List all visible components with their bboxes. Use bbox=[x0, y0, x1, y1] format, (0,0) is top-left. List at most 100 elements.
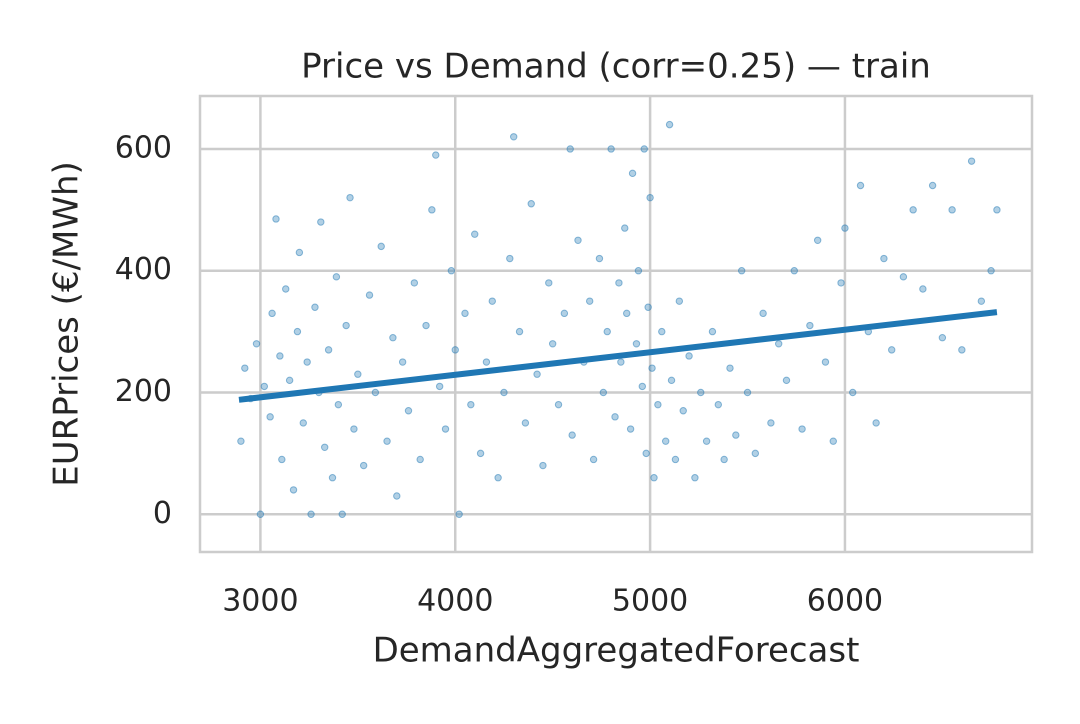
point bbox=[467, 400, 475, 409]
point bbox=[435, 382, 444, 391]
point bbox=[993, 206, 1001, 214]
point bbox=[928, 181, 937, 190]
point bbox=[256, 510, 265, 518]
point bbox=[958, 346, 966, 354]
point bbox=[317, 218, 325, 226]
point bbox=[650, 474, 658, 482]
point bbox=[510, 133, 518, 141]
point bbox=[268, 309, 276, 318]
point bbox=[603, 327, 611, 336]
point bbox=[334, 400, 343, 409]
point bbox=[634, 267, 643, 275]
point bbox=[813, 236, 822, 244]
point bbox=[545, 279, 553, 287]
point bbox=[451, 346, 459, 354]
point bbox=[354, 370, 362, 378]
point bbox=[661, 437, 670, 445]
point bbox=[311, 303, 319, 311]
chart-title: Price vs Demand (corr=0.25) — train bbox=[301, 47, 931, 87]
fit-line bbox=[238, 309, 998, 403]
point bbox=[398, 358, 407, 366]
x-tick-label: 6000 bbox=[807, 584, 883, 619]
point bbox=[521, 419, 530, 427]
point bbox=[506, 254, 514, 263]
point bbox=[751, 449, 760, 458]
point bbox=[441, 425, 450, 433]
point bbox=[607, 145, 615, 153]
point bbox=[790, 267, 798, 275]
point bbox=[324, 346, 333, 354]
point bbox=[632, 340, 641, 348]
point bbox=[691, 474, 699, 482]
point bbox=[948, 206, 956, 214]
point bbox=[383, 437, 391, 445]
point bbox=[888, 346, 896, 354]
point bbox=[482, 358, 491, 366]
point bbox=[289, 486, 298, 494]
point bbox=[548, 340, 557, 348]
y-tick-label: 400 bbox=[115, 252, 172, 287]
point bbox=[371, 388, 380, 397]
point bbox=[987, 267, 995, 275]
point bbox=[671, 455, 680, 464]
point bbox=[806, 321, 814, 330]
point bbox=[416, 455, 424, 464]
point bbox=[488, 297, 496, 305]
point bbox=[295, 248, 304, 257]
point bbox=[377, 242, 385, 251]
point bbox=[702, 437, 711, 445]
point bbox=[611, 413, 619, 421]
point bbox=[638, 382, 647, 391]
point bbox=[328, 474, 337, 482]
point bbox=[461, 309, 469, 318]
point bbox=[476, 449, 485, 458]
point bbox=[841, 224, 849, 232]
point bbox=[849, 388, 857, 397]
point bbox=[350, 425, 358, 433]
point bbox=[365, 291, 374, 299]
point bbox=[346, 193, 354, 202]
point bbox=[798, 425, 806, 433]
point bbox=[393, 492, 401, 500]
point bbox=[737, 267, 746, 275]
point bbox=[872, 419, 880, 427]
y-tick-label: 200 bbox=[115, 374, 172, 409]
point bbox=[332, 273, 341, 281]
point bbox=[422, 321, 430, 330]
point bbox=[644, 303, 652, 311]
point bbox=[642, 449, 650, 458]
point bbox=[359, 461, 368, 470]
point bbox=[856, 181, 865, 190]
point bbox=[276, 352, 284, 360]
point bbox=[568, 431, 576, 439]
point bbox=[821, 358, 830, 366]
point bbox=[654, 400, 662, 409]
point bbox=[628, 169, 637, 178]
point bbox=[685, 352, 693, 360]
point bbox=[293, 327, 302, 336]
point bbox=[623, 309, 631, 318]
point bbox=[342, 321, 350, 330]
point bbox=[919, 285, 927, 293]
point bbox=[909, 206, 917, 214]
point bbox=[621, 224, 629, 232]
point bbox=[410, 279, 419, 287]
point bbox=[759, 309, 767, 318]
point bbox=[679, 407, 687, 415]
y-axis-label: EURPrices (€/MWh) bbox=[47, 161, 87, 487]
point bbox=[714, 400, 722, 409]
marks bbox=[237, 120, 1001, 518]
point bbox=[617, 358, 625, 366]
point bbox=[515, 327, 524, 336]
point bbox=[566, 145, 574, 153]
point bbox=[282, 285, 290, 293]
point bbox=[675, 297, 684, 305]
point bbox=[880, 254, 888, 263]
x-axis-label: DemandAggregatedForecast bbox=[373, 631, 860, 671]
y-tick-label: 0 bbox=[153, 496, 172, 531]
point bbox=[899, 273, 908, 281]
point bbox=[938, 333, 947, 342]
point bbox=[615, 279, 623, 287]
point bbox=[237, 437, 245, 445]
